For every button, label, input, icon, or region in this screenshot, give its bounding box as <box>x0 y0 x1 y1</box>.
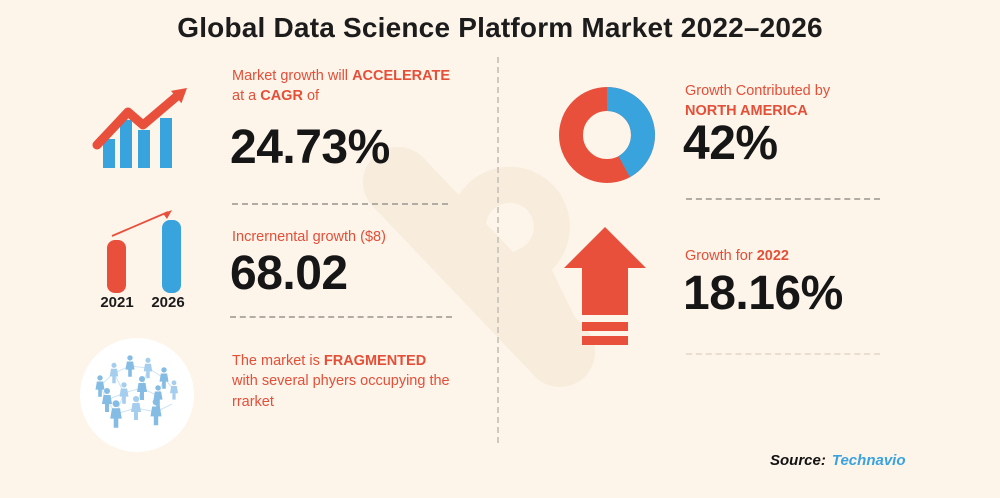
na-line1: Growth Contributed by <box>685 83 831 99</box>
up-arrow-body <box>564 227 646 315</box>
year-label-2026: 2026 <box>151 294 185 311</box>
fragmented-line2: with several phyers occupying the <box>232 373 450 390</box>
bar-chart-2021-2026-icon <box>107 210 181 293</box>
up-arrow-icon <box>564 227 646 345</box>
right-separator-1 <box>686 198 880 200</box>
incremental-value: 68.02 <box>230 247 348 300</box>
cagr-caption-line2: at a <box>232 88 261 105</box>
up-arrow-bar-1 <box>582 322 628 331</box>
growth-2022-value: 18.16% <box>683 267 843 320</box>
bar-2021 <box>107 240 126 293</box>
people-network-icon <box>80 338 194 452</box>
donut-chart-icon <box>559 87 655 183</box>
growth-2022-label: Growth for 2022 <box>685 248 789 264</box>
north-america-caption: Growth Contributed by NORTH AMERICA <box>685 81 925 122</box>
up-arrow-bar-2 <box>582 336 628 345</box>
trend-line <box>92 92 181 150</box>
cagr-value: 24.73% <box>230 121 390 174</box>
donut-segment-main <box>559 87 655 183</box>
growth-arrow-line <box>111 211 169 237</box>
left-separator-2 <box>230 316 452 318</box>
source-line: Source: Technavio <box>770 452 906 469</box>
vertical-dashed-divider <box>497 57 499 443</box>
fragmented-line3: rrarket <box>232 393 274 410</box>
trend-arrowhead <box>171 88 187 104</box>
line-chart-up-arrow-icon <box>92 88 187 168</box>
people-figures <box>95 355 178 428</box>
cagr-caption: Market growth will ACCELERATE at a CAGR … <box>232 68 451 105</box>
bar-2026 <box>162 220 181 293</box>
fragmented-caption: The market is FRAGMENTED with several ph… <box>232 353 450 410</box>
page-title: Global Data Science Platform Market 2022… <box>177 12 823 43</box>
year-label-2021: 2021 <box>100 294 134 311</box>
right-separator-2 <box>686 353 880 355</box>
source-label: Source: <box>770 452 826 469</box>
na-line2: NORTH AMERICA <box>685 103 808 120</box>
cagr-caption-line1: Market growth will <box>232 68 353 84</box>
growth-arrowhead <box>163 210 172 219</box>
fragmented-line1: The market is <box>232 353 324 369</box>
incremental-label: Incrernental growth ($8) <box>232 229 386 245</box>
left-separator-1 <box>232 203 448 205</box>
bar-group <box>103 118 172 168</box>
source-link[interactable]: Technavio <box>831 452 906 469</box>
people-circle-bg <box>80 338 194 452</box>
north-america-value: 42% <box>683 117 778 170</box>
